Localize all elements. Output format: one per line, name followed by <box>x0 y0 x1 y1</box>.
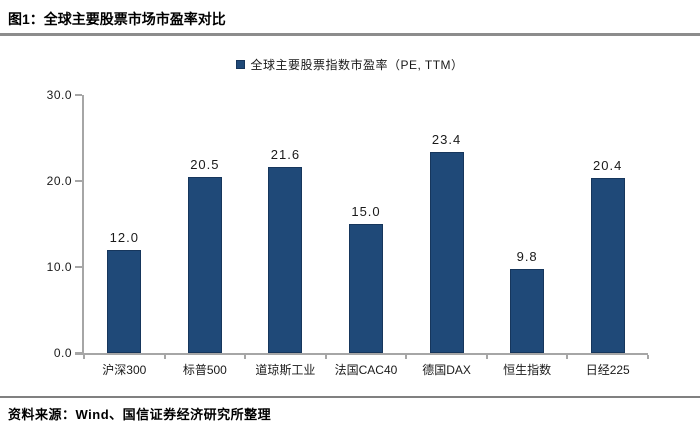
bar <box>268 167 303 353</box>
x-axis-tick-label: 道琼斯工业 <box>255 363 316 377</box>
bar-value-label: 15.0 <box>351 204 381 219</box>
bar-value-label: 9.8 <box>516 248 538 264</box>
bar-value-label: 20.4 <box>593 157 623 173</box>
x-axis-tick-mark <box>485 355 488 359</box>
x-axis-tick-mark <box>163 355 166 359</box>
bar <box>349 224 383 353</box>
y-axis-tick-mark <box>75 352 82 354</box>
bar-value-label: 20.5 <box>190 156 220 172</box>
bar-value-label: 21.6 <box>270 147 301 163</box>
title-divider <box>0 33 700 36</box>
y-axis-tick-label: 20.0 <box>46 174 72 188</box>
x-axis-tick-mark <box>244 355 247 359</box>
source-note: 资料来源：Wind、国信证券经济研究所整理 <box>8 407 272 422</box>
y-axis-tick-mark <box>75 180 82 182</box>
x-axis-tick-mark <box>647 355 649 359</box>
y-axis-tick-label: 30.0 <box>46 88 72 102</box>
x-axis-tick-label: 恒生指数 <box>503 363 552 377</box>
y-axis-tick-label: 0.0 <box>53 346 72 360</box>
x-axis-tick-label: 法国CAC40 <box>334 363 398 377</box>
x-axis-line <box>75 353 648 355</box>
x-axis-tick-mark <box>324 355 327 359</box>
bar-value-label: 23.4 <box>431 131 462 147</box>
bar <box>429 151 464 353</box>
legend-swatch-icon <box>236 60 246 69</box>
footer-divider <box>0 396 700 398</box>
x-axis-tick-mark <box>566 355 569 359</box>
chart-legend: 全球主要股票指数市盈率（PE, TTM） <box>0 57 700 72</box>
x-axis-tick-mark <box>83 355 85 359</box>
x-axis-tick-label: 日经225 <box>585 363 630 377</box>
y-axis-tick-mark <box>75 94 82 96</box>
bar <box>187 176 222 353</box>
y-axis-tick-mark <box>75 266 82 268</box>
bar-value-label: 12.0 <box>109 229 139 245</box>
y-axis-line <box>82 95 84 355</box>
bar <box>107 249 142 353</box>
x-axis-tick-label: 标普500 <box>182 363 227 377</box>
bar <box>510 268 545 353</box>
x-axis-tick-label: 沪深300 <box>102 363 147 377</box>
x-axis-tick-label: 德国DAX <box>422 363 471 377</box>
y-axis-tick-label: 10.0 <box>46 260 72 274</box>
bar-chart: 0.0 10.0 20.0 30.0 12.0 沪深300 20.5 标普500 21.6 道琼斯… <box>0 80 700 380</box>
figure-title: 图1：全球主要股票市场市盈率对比 <box>8 11 226 27</box>
bar <box>590 177 625 353</box>
legend-label: 全球主要股票指数市盈率（PE, TTM） <box>250 58 464 72</box>
x-axis-tick-mark <box>405 355 408 359</box>
